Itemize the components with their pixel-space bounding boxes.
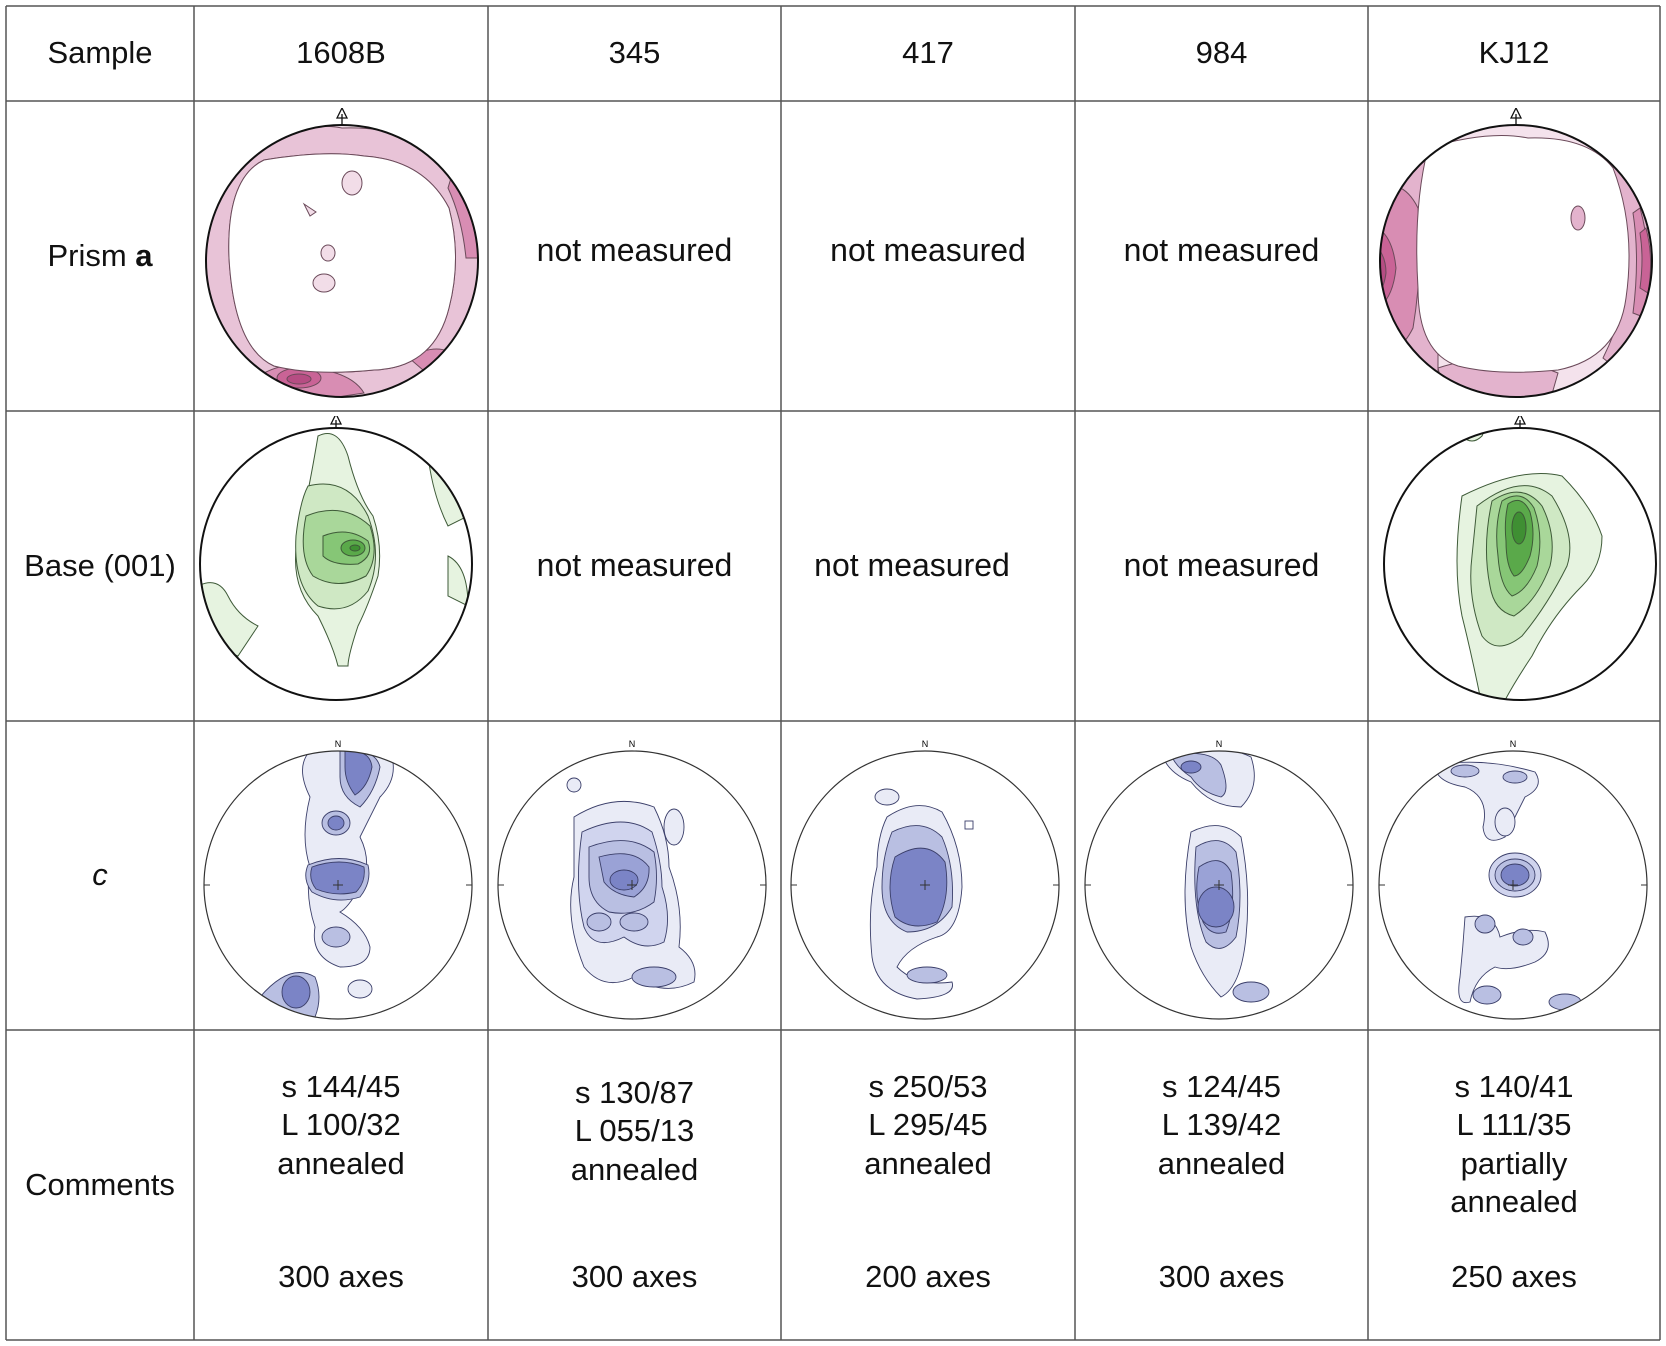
north-label: N xyxy=(335,739,342,749)
north-label: N xyxy=(1510,739,1517,749)
comment-axes-count: 300 axes xyxy=(571,1259,698,1294)
comment-line: annealed xyxy=(864,1145,992,1181)
comment-axes-count: 300 axes xyxy=(278,1259,404,1294)
c-net-984: N xyxy=(1084,739,1354,1020)
header-sample-kj12: KJ12 xyxy=(1478,35,1550,71)
comment-axes-count: 300 axes xyxy=(1158,1259,1285,1294)
not-measured-prism-417: not measured xyxy=(830,232,1026,269)
comment-345: s 130/87 L 055/13 annealed 300 axes xyxy=(488,1030,781,1340)
not-measured-base-417: not measured xyxy=(814,547,1010,584)
comment-line: L 139/42 xyxy=(1161,1107,1282,1143)
prism-net-kj12 xyxy=(1379,108,1653,398)
comment-line: L 100/32 xyxy=(281,1107,401,1143)
comment-line: L 111/35 xyxy=(1456,1107,1572,1143)
north-label: N xyxy=(1216,739,1223,749)
comment-line: annealed xyxy=(1157,1145,1286,1181)
north-label: N xyxy=(922,739,929,749)
comment-line: s 124/45 xyxy=(1162,1069,1281,1104)
comment-1608b: s 144/45 L 100/32 annealed 300 axes xyxy=(194,1030,488,1340)
header-sample-417: 417 xyxy=(902,35,954,71)
c-net-1608b: N xyxy=(203,739,473,1020)
c-net-kj12: N xyxy=(1378,739,1648,1020)
row-label-prism-axis: a xyxy=(135,237,153,273)
row-label-base: Base (001) xyxy=(24,547,176,583)
comment-line: s 250/53 xyxy=(868,1069,988,1104)
row-label-prism-text: Prism xyxy=(47,237,136,273)
not-measured-prism-984: not measured xyxy=(1123,232,1320,269)
north-label: N xyxy=(629,739,636,749)
comment-line: L 055/13 xyxy=(574,1113,695,1149)
comment-line: annealed xyxy=(570,1151,699,1187)
comment-984: s 124/45 L 139/42 annealed 300 axes xyxy=(1075,1030,1368,1340)
header-sample-label: Sample xyxy=(47,35,153,71)
not-measured-prism-345: not measured xyxy=(536,232,733,269)
comment-line: annealed xyxy=(277,1145,405,1181)
comment-axes-count: 200 axes xyxy=(865,1259,991,1294)
comment-line: annealed xyxy=(1450,1184,1578,1220)
row-label-c: c xyxy=(92,857,108,893)
comment-line: s 130/87 xyxy=(575,1075,694,1110)
base-net-kj12 xyxy=(1383,416,1657,701)
comment-line: L 295/45 xyxy=(868,1107,988,1143)
not-measured-base-984: not measured xyxy=(1123,547,1320,584)
c-net-417: N xyxy=(790,739,1060,1020)
header-sample-345: 345 xyxy=(608,35,661,71)
row-label-comments: Comments xyxy=(25,1166,175,1202)
comment-kj12: s 140/41 L 111/35 partially annealed 250… xyxy=(1368,1030,1660,1340)
comment-line: s 140/41 xyxy=(1454,1069,1574,1104)
header-sample-984: 984 xyxy=(1195,35,1248,71)
c-net-345: N xyxy=(497,739,767,1020)
header-sample-1608b: 1608B xyxy=(296,35,386,71)
comment-axes-count: 250 axes xyxy=(1451,1259,1577,1294)
comment-417: s 250/53 L 295/45 annealed 200 axes xyxy=(781,1030,1075,1340)
base-net-1608b xyxy=(199,416,473,701)
comment-line: partially xyxy=(1460,1145,1568,1181)
prism-net-1608b xyxy=(205,108,479,398)
row-label-prism: Prism a xyxy=(6,101,194,411)
comment-line: s 144/45 xyxy=(281,1069,401,1104)
not-measured-base-345: not measured xyxy=(536,547,733,584)
